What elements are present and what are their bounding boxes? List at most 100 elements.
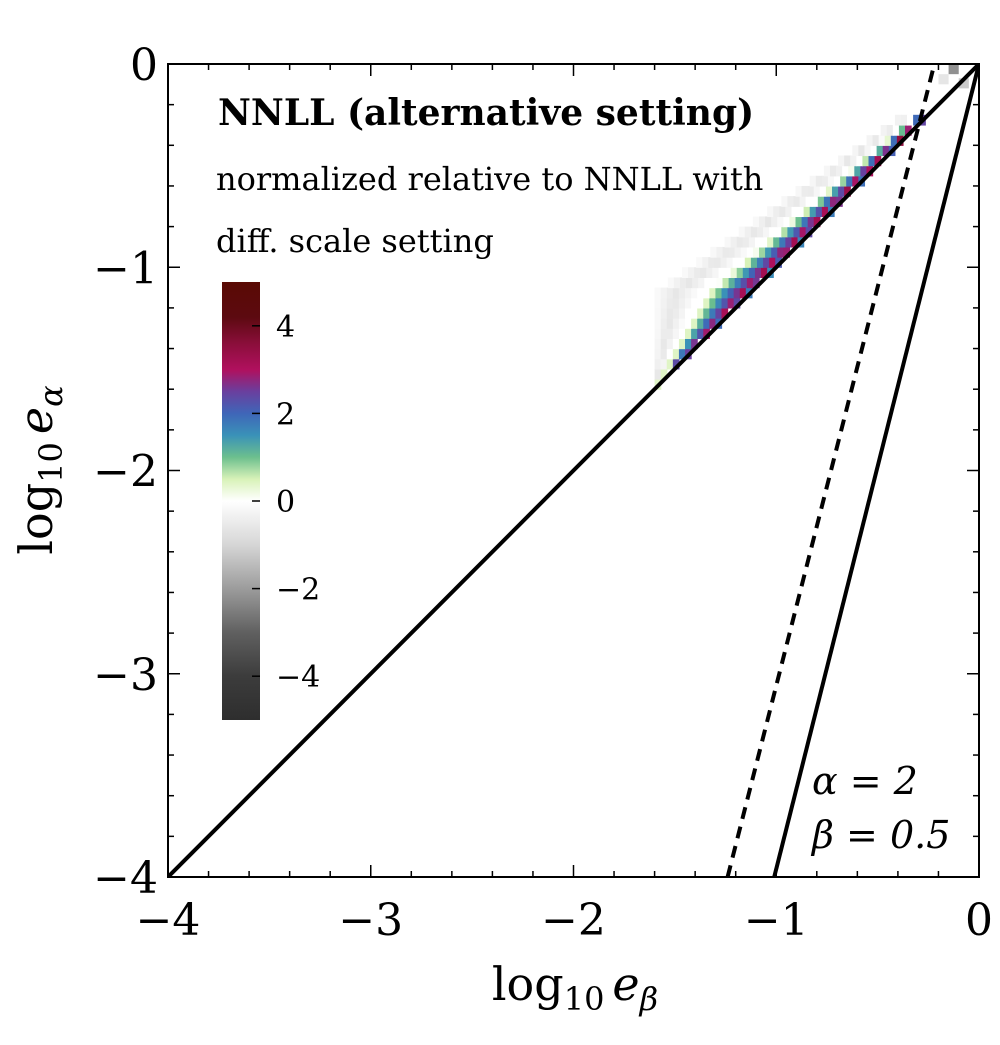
- heatmap-cell: [660, 287, 668, 299]
- heatmap-cell: [864, 145, 872, 157]
- colorbar-ticks: 4 2 0 −2 −4: [252, 310, 320, 695]
- heatmap-cell: [913, 114, 920, 126]
- heatmap-cell: [844, 185, 851, 197]
- heatmap-cell: [771, 216, 778, 228]
- heatmap-cell: [886, 124, 894, 136]
- heatmap-cell: [815, 175, 823, 187]
- y-tick-label: −3: [93, 650, 158, 701]
- heatmap-cell: [750, 257, 758, 268]
- heatmap-cell: [715, 307, 723, 319]
- heatmap-cell: [746, 246, 754, 258]
- heatmap-cell: [799, 196, 807, 207]
- heatmap-cell: [829, 196, 837, 207]
- heatmap-cell: [721, 287, 729, 299]
- heatmap-cell: [793, 196, 801, 207]
- heatmap-cell: [738, 226, 746, 238]
- heatmap-cell: [654, 318, 662, 329]
- heatmap-cell: [715, 297, 723, 309]
- heatmap-cell: [848, 165, 855, 177]
- heatmap-cell: [825, 185, 833, 197]
- heatmap-cell: [958, 78, 969, 89]
- heatmap-cell: [740, 246, 748, 258]
- heatmap-cell: [850, 155, 857, 167]
- heatmap-cell: [710, 246, 718, 258]
- heatmap-cell: [777, 216, 784, 228]
- heatmap-cell: [767, 236, 774, 248]
- heatmap-cell: [892, 124, 900, 136]
- heatmap-cell: [688, 267, 695, 279]
- heatmap-cell: [744, 226, 752, 238]
- heatmap-cell: [720, 257, 728, 268]
- lower-boundary-line: [772, 64, 979, 877]
- heatmap-cell: [678, 297, 686, 309]
- heatmap-cell: [666, 348, 674, 360]
- heatmap-cell: [691, 297, 698, 309]
- heatmap-cell: [700, 267, 707, 279]
- heatmap-cell: [691, 287, 698, 299]
- x-tick-label: −3: [338, 895, 403, 946]
- heatmap-cell: [678, 348, 686, 360]
- heatmap-cell: [844, 155, 851, 167]
- y-tick-labels: 0 −1 −2 −3 −4: [93, 40, 158, 904]
- heatmap-cell: [834, 175, 841, 187]
- heatmap-cell: [852, 145, 859, 157]
- heatmap-cell: [739, 287, 747, 299]
- heatmap-cell: [724, 236, 732, 248]
- heatmap-cell: [702, 257, 709, 268]
- x-tick-label: 0: [965, 895, 993, 946]
- heatmap-cell: [672, 318, 680, 329]
- heatmap-cell: [752, 216, 760, 228]
- heatmap-cell: [666, 338, 674, 350]
- heatmap-cell: [785, 236, 793, 248]
- colorbar-tick-label: −4: [276, 660, 320, 695]
- heatmap-cell: [722, 277, 730, 289]
- heatmap-cell: [721, 307, 729, 319]
- heatmap-cell: [733, 287, 741, 299]
- heatmap-cell: [938, 74, 949, 85]
- heatmap-cell: [660, 348, 668, 360]
- heatmap-cell: [679, 277, 687, 289]
- colorbar-tick-label: 4: [276, 310, 295, 345]
- y-tick-label: 0: [130, 40, 158, 91]
- heatmap-cell: [691, 328, 698, 339]
- heatmap-cell: [823, 165, 831, 177]
- alpha-parameter-label: α = 2: [812, 759, 918, 803]
- y-tick-label: −4: [93, 853, 158, 904]
- heatmap-cell: [752, 277, 760, 289]
- heatmap-cell: [866, 135, 874, 146]
- heatmap-cell: [697, 307, 704, 319]
- heatmap-cell: [815, 206, 823, 218]
- heatmap-cell: [660, 297, 668, 309]
- heatmap-cell: [654, 368, 662, 380]
- heatmap-cell: [708, 257, 716, 268]
- heatmap-cell: [709, 287, 717, 299]
- heatmap-cell: [709, 297, 717, 309]
- heatmap-cell: [727, 297, 735, 309]
- heatmap-cell: [748, 267, 756, 279]
- heatmap-cell: [890, 135, 898, 146]
- heatmap-cell: [703, 328, 710, 339]
- heatmap-cell: [876, 145, 884, 157]
- heatmap-cell: [817, 196, 825, 207]
- heatmap-cell: [712, 267, 720, 279]
- heatmap-cell: [856, 155, 864, 167]
- heatmap-cell: [811, 196, 819, 207]
- heatmap-cell: [666, 307, 674, 319]
- heatmap-cell: [716, 246, 724, 258]
- heatmap-cell: [685, 318, 692, 329]
- heatmap-cell: [678, 328, 686, 339]
- heatmap-cell: [691, 307, 698, 319]
- heatmap-cell: [685, 328, 692, 339]
- heatmap-cell: [697, 318, 704, 329]
- heatmap-cell: [660, 338, 668, 350]
- heatmap-cells: [654, 64, 969, 390]
- heatmap-cell: [716, 277, 724, 289]
- heatmap-cell: [733, 297, 741, 309]
- heatmap-cell: [736, 236, 744, 248]
- heatmap-cell: [694, 267, 701, 279]
- heatmap-cell: [660, 328, 668, 339]
- heatmap-cell: [703, 307, 710, 319]
- heatmap-cell: [777, 246, 784, 258]
- x-tick-label: −1: [744, 895, 809, 946]
- heatmap-cell: [696, 257, 703, 268]
